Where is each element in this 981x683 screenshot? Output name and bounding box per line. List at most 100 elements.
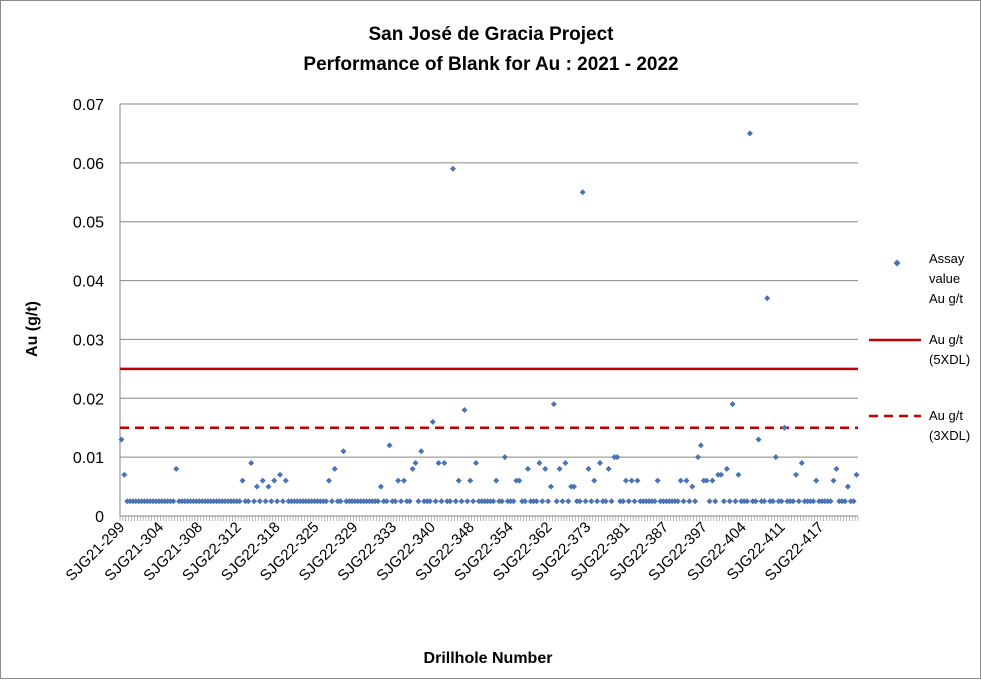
assay-point (732, 498, 739, 505)
assay-point (458, 498, 465, 505)
assay-point (712, 498, 719, 505)
assay-point (620, 498, 627, 505)
assay-point (418, 448, 425, 455)
assay-point (516, 477, 523, 484)
assay-point (276, 471, 283, 478)
assay-point (588, 498, 595, 505)
assay-point (547, 483, 554, 490)
assay-point (253, 483, 260, 490)
assay-point (268, 498, 275, 505)
assay-point (248, 460, 255, 467)
assay-point (614, 454, 621, 461)
legend-label: Au g/t (929, 408, 963, 423)
assay-point (674, 498, 681, 505)
assay-point (429, 418, 436, 425)
assay-point (173, 465, 180, 472)
assay-point (813, 477, 820, 484)
assay-points (118, 130, 860, 505)
y-tick-label: 0.02 (73, 391, 104, 408)
assay-point (833, 465, 840, 472)
assay-point (602, 498, 609, 505)
assay-point (265, 483, 272, 490)
assay-point (755, 436, 762, 443)
assay-point (790, 498, 797, 505)
assay-point (398, 498, 405, 505)
assay-point (467, 477, 474, 484)
assay-point (271, 477, 278, 484)
assay-point (622, 477, 629, 484)
assay-point (118, 436, 125, 443)
assay-point (539, 498, 546, 505)
assay-point (697, 442, 704, 449)
assay-point (493, 477, 500, 484)
assay-point (435, 460, 442, 467)
assay-point (778, 498, 785, 505)
assay-point (594, 498, 601, 505)
assay-point (337, 498, 344, 505)
assay-point (683, 477, 690, 484)
limit-lines (120, 367, 858, 429)
y-tick-label: 0.05 (73, 215, 104, 232)
assay-point (562, 460, 569, 467)
assay-point (565, 498, 572, 505)
assay-point (386, 442, 393, 449)
assay-point (591, 477, 598, 484)
assay-point (723, 465, 730, 472)
assay-point (793, 471, 800, 478)
assay-point (259, 477, 266, 484)
assay-point (375, 498, 382, 505)
assay-point (553, 498, 560, 505)
assay-point (409, 465, 416, 472)
assay-point (582, 498, 589, 505)
assay-point (692, 498, 699, 505)
x-axis-title: Drillhole Number (424, 650, 553, 667)
assay-point (706, 498, 713, 505)
assay-point (764, 295, 771, 302)
assay-point (331, 465, 338, 472)
legend-label: Assay (929, 251, 965, 266)
assay-point (605, 465, 612, 472)
assay-point (251, 498, 258, 505)
assay-point (452, 498, 459, 505)
assay-point (735, 471, 742, 478)
assay-point (542, 465, 549, 472)
assay-point (571, 483, 578, 490)
assay-point (654, 477, 661, 484)
y-tick-label: 0.07 (73, 97, 104, 114)
assay-point (239, 477, 246, 484)
assay-point (449, 165, 456, 172)
x-tick-labels: SJG21-299SJG21-304SJG21-308SJG22-312SJG2… (63, 519, 828, 585)
assay-point (628, 477, 635, 484)
gridlines (120, 103, 858, 458)
assay-point (709, 477, 716, 484)
assay-point (461, 407, 468, 414)
assay-point (279, 498, 286, 505)
assay-point (490, 498, 497, 505)
assay-point (524, 465, 531, 472)
assay-point (810, 498, 817, 505)
assay-point (842, 498, 849, 505)
assay-point (772, 454, 779, 461)
assay-point (746, 130, 753, 137)
assay-point (236, 498, 243, 505)
assay-point (596, 460, 603, 467)
assay-point (510, 498, 517, 505)
assay-point (245, 498, 252, 505)
assay-point (262, 498, 269, 505)
y-tick-labels: 0 0.01 0.02 0.03 0.04 0.05 0.06 0.07 (73, 97, 104, 526)
assay-point (400, 477, 407, 484)
assay-point (464, 498, 471, 505)
assay-point (585, 465, 592, 472)
assay-point (406, 498, 413, 505)
assay-point (170, 498, 177, 505)
assay-point (383, 498, 390, 505)
assay-point (689, 483, 696, 490)
legend-label: (5XDL) (929, 352, 970, 367)
assay-point (634, 477, 641, 484)
y-tick-label: 0 (95, 509, 104, 526)
assay-point (377, 483, 384, 490)
assay-point (432, 498, 439, 505)
assay-point (720, 498, 727, 505)
